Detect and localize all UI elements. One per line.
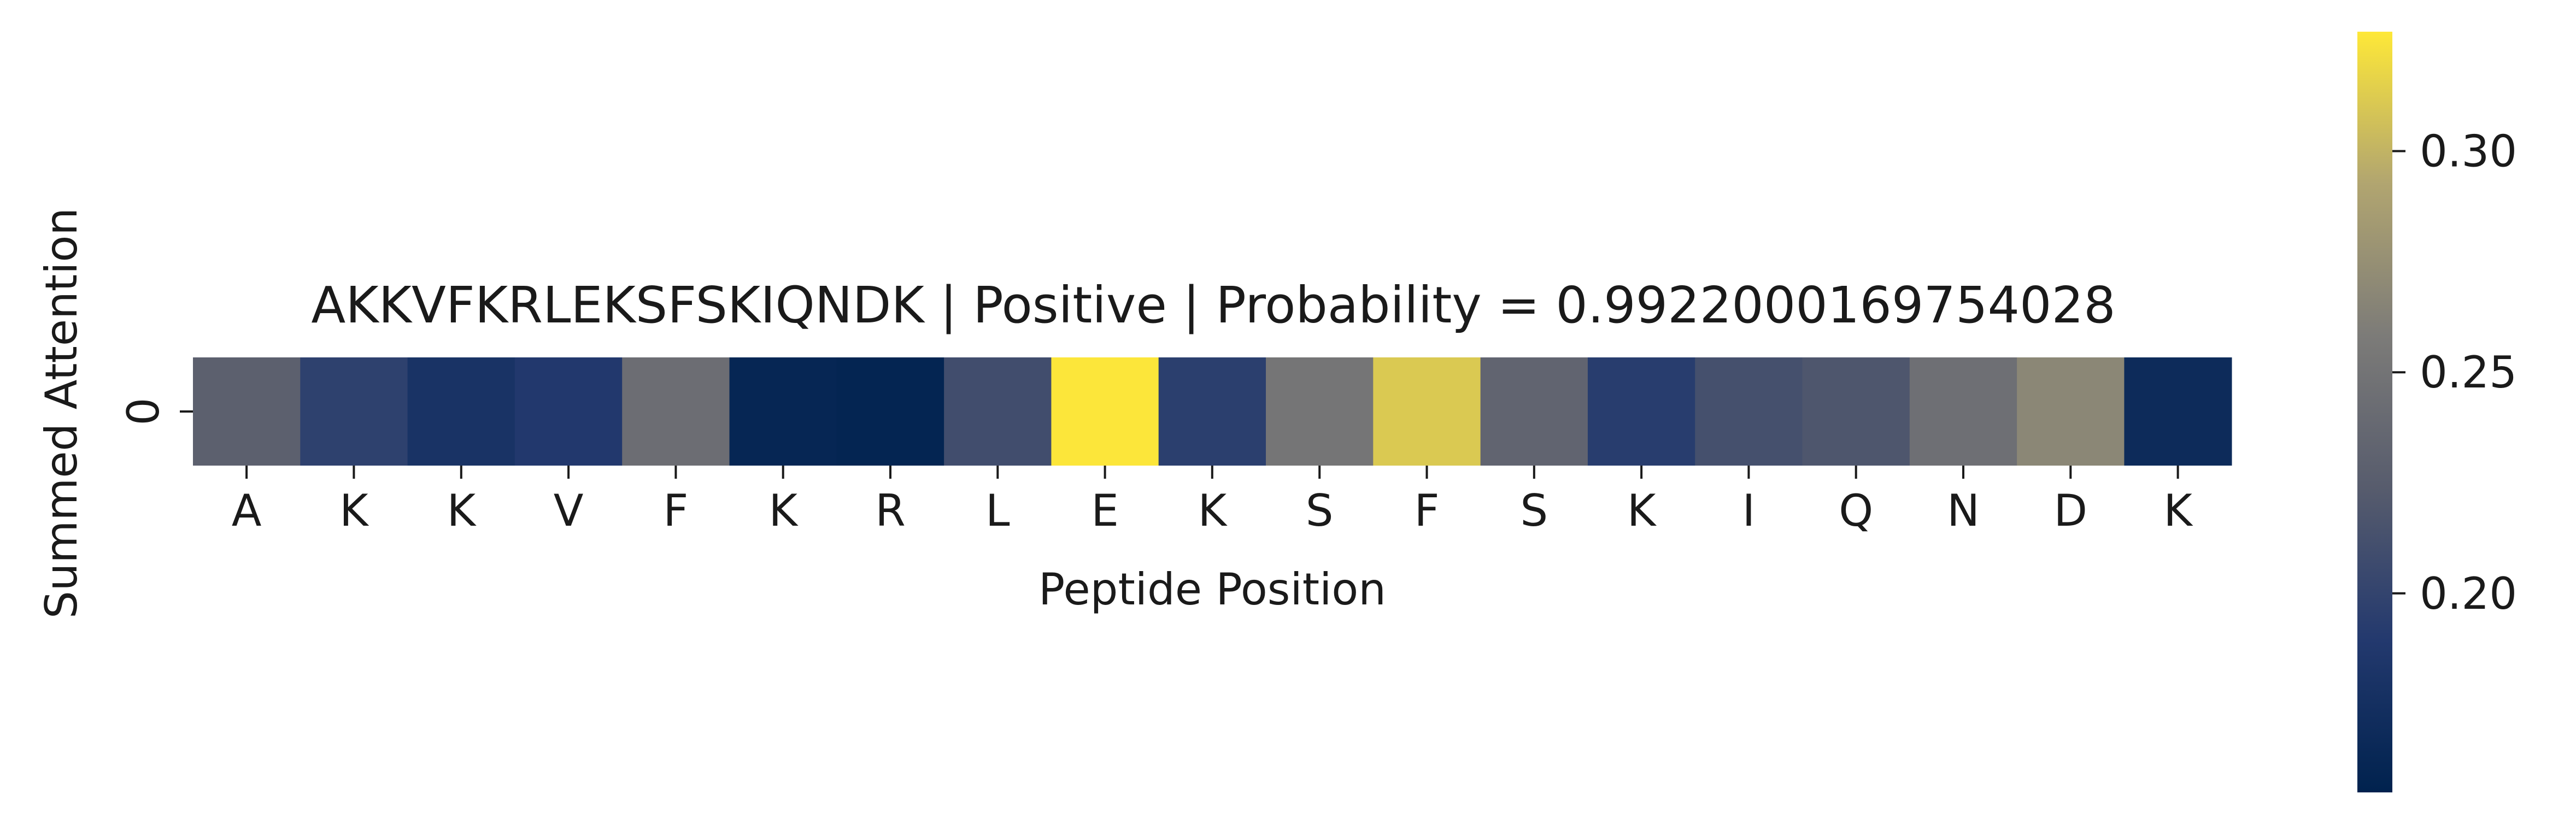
heatmap-cell [729, 357, 837, 466]
x-tick-label: K [447, 485, 477, 536]
x-tick-label: L [985, 485, 1010, 536]
heatmap-cell [407, 357, 515, 466]
x-tick-label: N [1947, 485, 1980, 536]
x-tick-label: Q [1839, 485, 1873, 536]
colorbar-tick-label: 0.30 [2420, 126, 2517, 177]
heatmap-cell [944, 357, 1052, 466]
heatmap-cell [300, 357, 408, 466]
heatmap-cell [1695, 357, 1803, 466]
colorbar-ticks: 0.20 0.25 0.30 [2392, 126, 2517, 619]
heatmap-cell [1909, 357, 2017, 466]
x-tick-label: S [1520, 485, 1548, 536]
heatmap-cell [514, 357, 623, 466]
heatmap-cell [1587, 357, 1695, 466]
heatmap-cell [1158, 357, 1266, 466]
heatmap-cell [1051, 357, 1159, 466]
heatmap-cell [2124, 357, 2232, 466]
x-tick-label: F [1414, 485, 1439, 536]
x-tick-label: V [554, 485, 584, 536]
x-tick-label: K [1627, 485, 1657, 536]
x-tick-label: E [1091, 485, 1119, 536]
colorbar [2357, 32, 2392, 792]
y-axis-ticks: 0 [118, 398, 193, 426]
heatmap-cells [193, 357, 2232, 466]
x-tick-label: K [1198, 485, 1228, 536]
x-tick-label: K [2163, 485, 2193, 536]
y-tick-label: 0 [118, 398, 169, 426]
heatmap-cell [1373, 357, 1481, 466]
x-tick-label: K [768, 485, 799, 536]
x-tick-label: D [2053, 485, 2087, 536]
colorbar-tick-label: 0.25 [2420, 347, 2517, 398]
heatmap-cell [193, 357, 301, 466]
y-axis-label: Summed Attention [36, 208, 87, 619]
x-axis-label: Peptide Position [1038, 564, 1386, 615]
x-tick-label: I [1742, 485, 1756, 536]
heatmap-cell [2017, 357, 2125, 466]
heatmap-cell [836, 357, 944, 466]
heatmap-cell [1802, 357, 1910, 466]
x-tick-label: K [339, 485, 369, 536]
chart-title: AKKVFKRLEKSFSKIQNDK | Positive | Probabi… [311, 276, 2115, 334]
x-tick-label: A [232, 485, 262, 536]
x-tick-label: F [663, 485, 688, 536]
heatmap-cell [622, 357, 730, 466]
x-tick-label: R [875, 485, 906, 536]
heatmap-cell [1480, 357, 1588, 466]
heatmap-cell [1266, 357, 1374, 466]
x-tick-label: S [1306, 485, 1334, 536]
colorbar-tick-label: 0.20 [2420, 568, 2517, 619]
